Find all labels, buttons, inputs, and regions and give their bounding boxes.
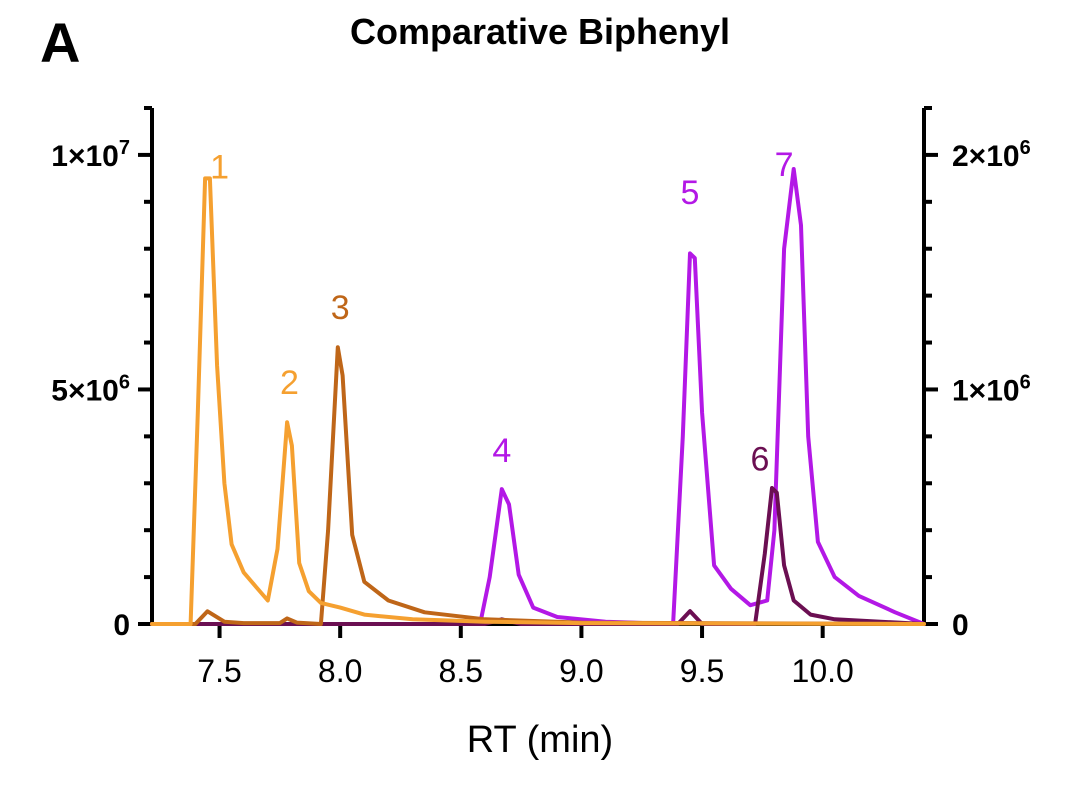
x-tick-label: 8.5	[439, 653, 483, 689]
peak-label-5: 5	[681, 174, 700, 212]
left-tick-label-base: 5×10	[51, 374, 119, 407]
x-axis: 7.5 8.0 8.5 9.0 9.5 10.0	[152, 622, 924, 689]
right-tick-label: 1×106	[952, 371, 1031, 407]
right-tick-label-base: 1×10	[952, 374, 1020, 407]
peak-label-6: 6	[750, 440, 769, 478]
x-axis-label: RT (min)	[467, 719, 613, 761]
x-tick-label: 10.0	[792, 653, 854, 689]
series-line-1	[150, 176, 926, 626]
series-line-2	[150, 345, 926, 626]
left-tick-label: 5×106	[51, 371, 130, 407]
left-tick-label-base: 0	[113, 609, 130, 642]
peak-label-3: 3	[331, 289, 350, 327]
peak-label-1: 1	[210, 148, 229, 186]
chart-title: Comparative Biphenyl	[350, 11, 730, 52]
x-tick-label: 9.0	[559, 653, 603, 689]
right-tick-label: 0	[952, 609, 969, 642]
right-tick-label-base: 0	[952, 609, 969, 642]
left-tick-label-exponent: 6	[119, 371, 130, 393]
left-tick-label: 0	[113, 609, 130, 642]
peak-label-7: 7	[775, 146, 794, 184]
peak-label-2: 2	[280, 364, 299, 402]
left-y-axis: 0 5×106 1×107	[51, 106, 154, 642]
right-tick-label: 2×106	[952, 137, 1031, 173]
series-line-4	[150, 486, 926, 626]
series-line-3	[150, 167, 926, 626]
right-tick-label-exponent: 6	[1020, 137, 1031, 159]
x-tick-label: 9.5	[680, 653, 724, 689]
x-tick-label: 7.5	[197, 653, 241, 689]
left-tick-label-exponent: 7	[119, 137, 130, 159]
peak-label-4: 4	[492, 432, 511, 470]
panel-letter: A	[40, 11, 80, 74]
left-tick-label-base: 1×10	[51, 140, 119, 173]
right-tick-label-base: 2×10	[952, 140, 1020, 173]
left-tick-label: 1×107	[51, 137, 130, 173]
x-tick-label: 8.0	[318, 653, 362, 689]
series-lines	[150, 167, 926, 626]
right-tick-label-exponent: 6	[1020, 371, 1031, 393]
